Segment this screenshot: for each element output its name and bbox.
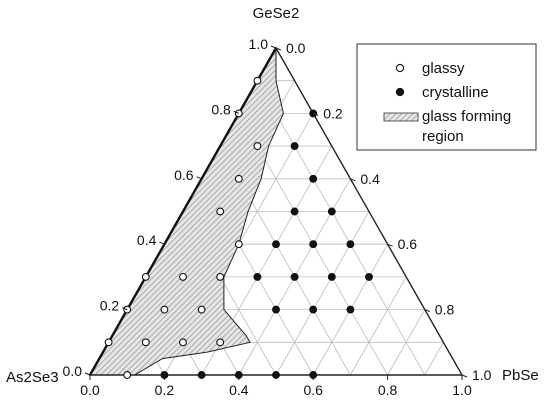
glassy-point	[216, 207, 225, 216]
crystalline-point	[365, 272, 373, 281]
glassy-point	[179, 338, 187, 347]
glassy-point	[234, 109, 243, 118]
left-tick-label: 0.6	[174, 167, 194, 183]
crystalline-point	[309, 174, 318, 183]
crystalline-point	[327, 207, 336, 216]
bottom-tick-label: 0.2	[155, 382, 175, 398]
gridline-pbse	[424, 342, 444, 376]
crystalline-point	[309, 305, 318, 314]
legend-glassy-label: glassy	[422, 60, 465, 77]
right-tick-mark	[275, 47, 282, 51]
gridline-pbse	[350, 276, 407, 376]
right-tick-label: 0.8	[435, 302, 455, 318]
gridline-pbse	[387, 309, 426, 376]
bottom-tick-label: 1.0	[452, 382, 472, 398]
left-tick-label: 0.2	[100, 298, 120, 314]
glassy-point	[141, 272, 150, 281]
crystalline-point	[197, 371, 206, 379]
right-tick-label: 0.6	[398, 236, 418, 252]
glassy-point	[216, 338, 225, 347]
legend-crystalline-marker	[395, 87, 405, 97]
glassy-point	[253, 142, 262, 151]
legend-crystalline-label: crystalline	[422, 84, 489, 101]
left-tick-mark	[196, 176, 202, 180]
crystalline-point	[272, 371, 280, 379]
right-tick-label: 0.0	[286, 40, 306, 56]
right-tick-mark	[461, 374, 468, 378]
glassy-point	[160, 305, 169, 314]
legend-box	[356, 43, 537, 151]
gridline-pbse	[275, 211, 370, 376]
glass-forming-region	[89, 46, 284, 376]
bottom-tick-label: 0.8	[378, 382, 398, 398]
legend: glassy crystalline glass forming region	[356, 43, 537, 151]
right-tick-mark	[424, 309, 430, 313]
gridline-as2se3	[257, 80, 426, 376]
left-tick-mark	[233, 110, 239, 114]
glassy-point	[216, 272, 225, 281]
right-tick-label: 0.2	[323, 105, 343, 121]
left-tick-label: 0.0	[63, 363, 83, 379]
right-tick-mark	[313, 112, 319, 116]
left-tick-mark	[270, 45, 277, 49]
right-tick-label: 0.4	[360, 171, 380, 187]
right-tick-mark	[350, 178, 356, 182]
glassy-point	[179, 272, 187, 281]
glassy-point	[197, 305, 206, 314]
vertex-label-top: GeSe2	[253, 5, 300, 22]
glassy-point	[104, 338, 113, 347]
bottom-tick-label: 0.4	[229, 382, 249, 398]
left-tick-label: 0.8	[211, 101, 231, 117]
data-points	[104, 76, 373, 379]
right-tick-label: 1.0	[472, 367, 492, 383]
bottom-tick-label: 0.0	[80, 382, 100, 398]
glassy-point	[141, 338, 150, 347]
tick-labels: 0.00.20.40.60.81.01.00.80.60.40.20.00.0 0…	[63, 36, 492, 398]
vertex-label-right: PbSe	[502, 367, 539, 384]
legend-glassy-marker	[395, 63, 405, 73]
vertex-label-left: As2Se3	[6, 369, 59, 386]
glassy-point	[234, 174, 243, 183]
right-tick-mark	[387, 243, 393, 247]
legend-region-label-line2: region	[422, 128, 464, 145]
glassy-point	[253, 76, 262, 85]
glassy-point	[123, 371, 132, 379]
left-tick-mark	[84, 372, 91, 376]
crystalline-point	[272, 305, 280, 314]
crystalline-point	[290, 142, 299, 151]
glass-forming-region-layer	[89, 46, 284, 376]
legend-region-label: glass forming	[422, 108, 511, 125]
glassy-point	[234, 240, 243, 249]
legend-region-swatch	[383, 112, 419, 122]
crystalline-point	[253, 272, 262, 281]
crystalline-point	[327, 272, 336, 281]
crystalline-point	[272, 240, 280, 249]
left-tick-label: 1.0	[249, 36, 269, 52]
left-tick-mark	[159, 241, 165, 245]
crystalline-point	[346, 240, 355, 249]
left-tick-label: 0.4	[137, 232, 157, 248]
left-edge	[88, 47, 278, 376]
crystalline-point	[309, 240, 318, 249]
crystalline-point	[290, 207, 299, 216]
left-tick-mark	[122, 307, 128, 311]
crystalline-point	[290, 272, 299, 281]
vertex-labels: GeSe2 As2Se3 PbSe	[6, 5, 539, 386]
crystalline-point	[346, 305, 355, 314]
bottom-tick-label: 0.6	[303, 382, 323, 398]
